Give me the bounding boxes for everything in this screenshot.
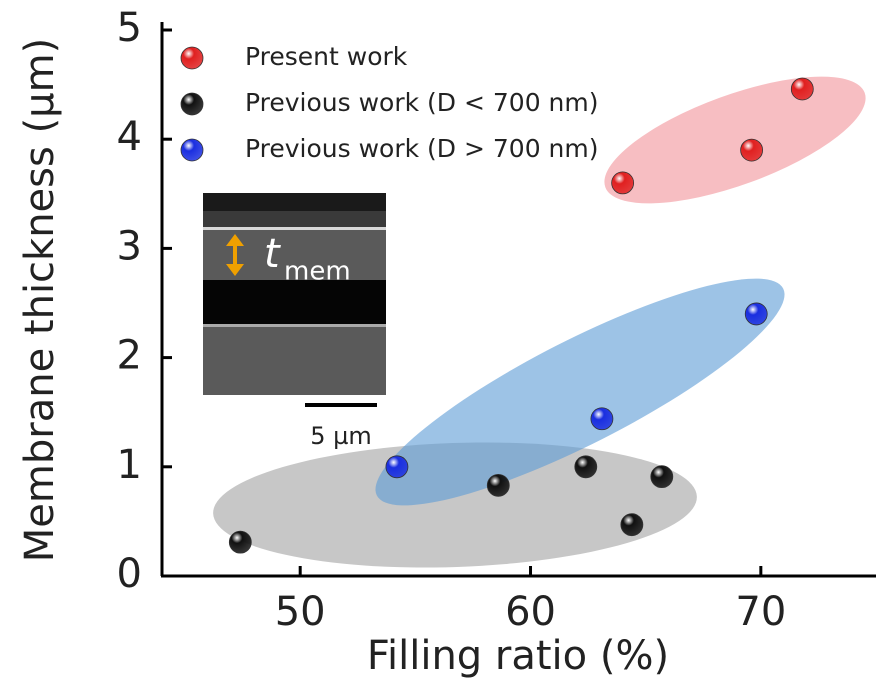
point — [741, 139, 763, 161]
region-present — [590, 51, 878, 230]
y-tick-label: 1 — [117, 442, 142, 488]
x-axis-label: Filling ratio (%) — [367, 633, 669, 679]
inset-band — [203, 227, 386, 230]
point — [651, 466, 673, 488]
legend-label: Present work — [245, 42, 408, 71]
legend-label: Previous work (D > 700 nm) — [245, 134, 599, 163]
x-tick-label: 60 — [505, 589, 556, 635]
x-tick-label: 70 — [735, 589, 786, 635]
legend: Present work Previous work (D < 700 nm) Pr… — [181, 42, 599, 163]
inset: t mem 5 µm — [203, 193, 386, 450]
inset-band — [203, 211, 386, 227]
scale-bar-label: 5 µm — [310, 422, 372, 450]
legend-marker — [181, 93, 203, 115]
point — [745, 303, 767, 325]
point — [621, 514, 643, 536]
y-tick-label: 3 — [117, 223, 142, 269]
point — [591, 408, 613, 430]
chart: t mem 5 µm Filling ratio (%) Membrane th… — [0, 0, 878, 691]
point — [791, 78, 813, 100]
legend-marker — [181, 139, 203, 161]
inset-band — [203, 193, 386, 211]
inset-symbol: t — [264, 231, 281, 277]
legend-marker — [181, 47, 203, 69]
legend-label: Previous work (D < 700 nm) — [245, 88, 599, 117]
point — [612, 172, 634, 194]
inset-band — [203, 280, 386, 325]
point — [386, 456, 408, 478]
y-tick-label: 2 — [117, 333, 142, 379]
y-tick-label: 4 — [117, 114, 142, 160]
y-axis-label: Membrane thickness (µm) — [17, 38, 63, 562]
inset-subscript: mem — [284, 257, 351, 287]
y-tick-label: 0 — [117, 551, 142, 597]
point — [575, 456, 597, 478]
point — [229, 531, 251, 553]
point — [487, 474, 509, 496]
y-tick-label: 5 — [117, 5, 142, 51]
inset-band — [203, 324, 386, 327]
x-tick-label: 50 — [275, 589, 326, 635]
